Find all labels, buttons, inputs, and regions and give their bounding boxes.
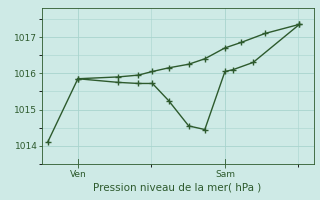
X-axis label: Pression niveau de la mer( hPa ): Pression niveau de la mer( hPa ) — [93, 183, 262, 193]
